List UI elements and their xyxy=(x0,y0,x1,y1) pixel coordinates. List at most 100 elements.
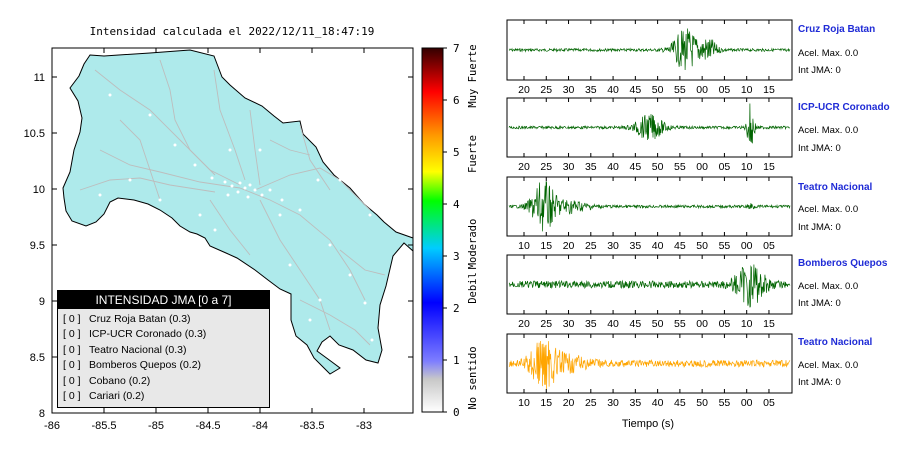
time-tick-label: 50 xyxy=(696,397,708,409)
waveform-panel: 20 25 30 35 40 45 50 55 00 05 10 15 xyxy=(506,19,793,96)
time-tick-label: 55 xyxy=(674,318,686,330)
lon-tick-label: -86 xyxy=(44,420,60,432)
lat-tick-label: 10 xyxy=(33,184,45,196)
legend-row: [ 0 ] Cariari (0.2) xyxy=(58,389,269,404)
time-tick-label: 40 xyxy=(607,318,619,330)
legend-station: Cariari (0.2) xyxy=(89,389,145,402)
legend-row: [ 0 ] Cobano (0.2) xyxy=(58,374,269,389)
time-tick-label: 10 xyxy=(741,318,753,330)
intensity-legend: INTENSIDAD JMA [0 a 7] [ 0 ] Cruz Roja Ba… xyxy=(57,290,270,408)
legend-row: [ 0 ] ICP-UCR Coronado (0.3) xyxy=(58,327,269,342)
time-tick-label: 25 xyxy=(585,240,597,252)
time-tick-label: 50 xyxy=(652,84,664,96)
costa-rica-landmass xyxy=(62,49,414,375)
time-tick-label: 35 xyxy=(585,84,597,96)
colorbar-tick-label: 0 xyxy=(453,406,460,419)
time-tick-label: 55 xyxy=(719,240,731,252)
lon-tick-label: -83 xyxy=(356,420,372,432)
colorbar-category-label: Moderado xyxy=(467,219,479,270)
trace-accel-max: Acel. Max. 0.0 xyxy=(798,360,859,371)
road-network xyxy=(79,59,386,346)
trace-station-name: Bomberos Quepos xyxy=(798,258,888,269)
time-tick-label: 50 xyxy=(652,161,664,173)
trace-accel-max: Acel. Max. 0.0 xyxy=(798,281,859,292)
lon-tick-label: -85.5 xyxy=(91,420,116,432)
time-tick-label: 00 xyxy=(696,84,708,96)
time-tick-label: 10 xyxy=(518,397,530,409)
time-tick-label: 05 xyxy=(763,240,775,252)
legend-station: Cruz Roja Batan (0.3) xyxy=(89,313,191,325)
waveform-trace xyxy=(508,103,791,144)
trace-station-name: Cruz Roja Batan xyxy=(798,24,876,35)
time-tick-label: 20 xyxy=(563,240,575,252)
time-tick-label: 25 xyxy=(540,84,552,96)
time-tick-label: 50 xyxy=(652,318,664,330)
time-tick-label: 50 xyxy=(696,240,708,252)
trace-jma-intensity: Int JMA: 0 xyxy=(798,222,841,233)
trace-station-name: Teatro Nacional xyxy=(798,182,873,193)
legend-row: [ 0 ] Cruz Roja Batan (0.3) xyxy=(58,312,269,327)
time-tick-label: 45 xyxy=(630,161,642,173)
time-tick-label: 20 xyxy=(518,161,530,173)
time-tick-label: 00 xyxy=(696,161,708,173)
time-tick-label: 35 xyxy=(585,318,597,330)
colorbar-ticks: 7 6 5 4 3 2 1 0 xyxy=(443,42,460,419)
time-tick-label: 30 xyxy=(563,84,575,96)
time-tick-label: 30 xyxy=(563,161,575,173)
colorbar-category-label: Muy Fuerte xyxy=(467,44,479,107)
trace-station-name: ICP-UCR Coronado xyxy=(798,102,890,113)
legend-station: Bomberos Quepos (0.2) xyxy=(89,359,202,372)
legend-station: Cobano (0.2) xyxy=(89,374,151,387)
time-tick-label: 25 xyxy=(540,318,552,330)
time-tick-label: 05 xyxy=(719,161,731,173)
colorbar-tick-label: 4 xyxy=(453,198,460,211)
waveform-panel: 10 15 20 25 30 35 40 45 50 55 00 05 xyxy=(506,333,793,409)
time-tick-label: 45 xyxy=(674,397,686,409)
legend-level: [ 0 ] xyxy=(63,389,81,402)
trace-jma-intensity: Int JMA: 0 xyxy=(798,377,841,388)
colorbar xyxy=(421,47,444,413)
map-title: Intensidad calculada el 2022/12/11_18:47… xyxy=(90,25,375,38)
waveform-panel: 10 15 20 25 30 35 40 45 50 55 00 05 xyxy=(506,176,793,252)
lat-tick-label: 9 xyxy=(39,296,45,308)
trace-jma-intensity: Int JMA: 0 xyxy=(798,65,841,76)
time-tick-label: 45 xyxy=(630,84,642,96)
time-tick-label: 10 xyxy=(518,240,530,252)
waveform-trace xyxy=(508,28,791,71)
lat-tick-label: 10.5 xyxy=(24,128,45,140)
trace-accel-max: Acel. Max. 0.0 xyxy=(798,48,859,59)
trace-station-name: Teatro Nacional xyxy=(798,337,873,348)
time-tick-label: 15 xyxy=(763,318,775,330)
waveform-trace xyxy=(508,264,791,308)
time-tick-label: 10 xyxy=(741,161,753,173)
lat-tick-label: 11 xyxy=(34,72,45,84)
time-tick-label: 40 xyxy=(607,84,619,96)
colorbar-tick-label: 7 xyxy=(453,42,460,55)
time-tick-label: 30 xyxy=(563,318,575,330)
time-tick-label: 35 xyxy=(630,240,642,252)
trace-accel-max: Acel. Max. 0.0 xyxy=(798,204,859,215)
colorbar-tick-label: 6 xyxy=(453,94,460,107)
time-tick-label: 05 xyxy=(763,397,775,409)
legend-level: [ 0 ] xyxy=(63,374,81,387)
time-tick-label: 15 xyxy=(763,84,775,96)
colorbar-labels: Muy Fuerte Fuerte Moderado Debil No sentido xyxy=(467,44,479,409)
lon-tick-label: -85 xyxy=(148,420,164,432)
legend-title: INTENSIDAD JMA [0 a 7] xyxy=(58,291,269,309)
time-tick-label: 45 xyxy=(630,318,642,330)
lon-tick-label: -84 xyxy=(252,420,268,432)
colorbar-tick-label: 5 xyxy=(453,146,460,159)
colorbar-tick-label: 1 xyxy=(453,354,460,367)
waveform-frame xyxy=(506,97,793,158)
legend-station: Teatro Nacional (0.3) xyxy=(89,343,187,356)
time-tick-label: 15 xyxy=(540,240,552,252)
lat-tick-label: 8.5 xyxy=(30,352,45,364)
trace-jma-intensity: Int JMA: 0 xyxy=(798,143,841,154)
time-tick-label: 55 xyxy=(719,397,731,409)
time-tick-label: 35 xyxy=(630,397,642,409)
colorbar-category-label: No sentido xyxy=(467,346,479,409)
waveform-panel: 20 25 30 35 40 45 50 55 00 05 10 15 xyxy=(506,97,793,173)
colorbar-category-label: Fuerte xyxy=(467,135,479,173)
time-tick-label: 20 xyxy=(518,318,530,330)
